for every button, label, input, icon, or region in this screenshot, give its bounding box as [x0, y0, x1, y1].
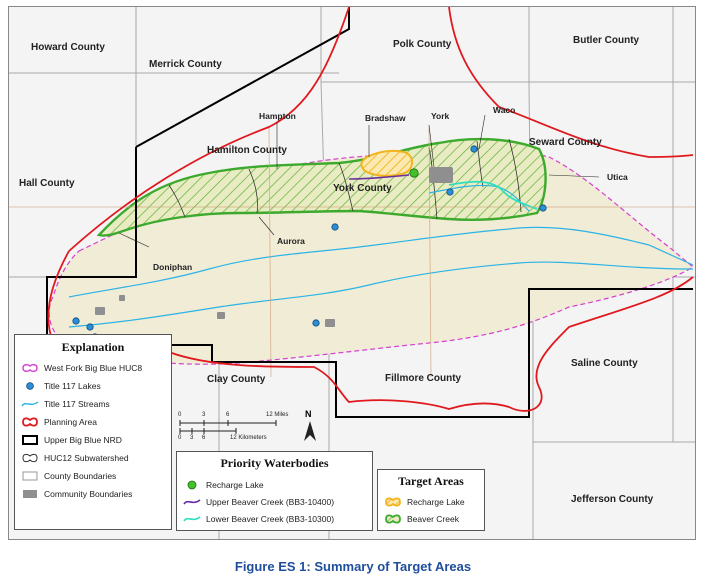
planning-area-swatch-icon — [21, 416, 39, 428]
target-areas-title: Target Areas — [398, 474, 464, 488]
beaver-creek-target-area — [96, 137, 547, 237]
huc12-swatch-icon — [21, 452, 39, 464]
legend-item-nrd: Upper Big Blue NRD — [21, 433, 122, 447]
scale-miles-0: 0 — [178, 412, 182, 418]
scale-bar: 0 3 6 12 Miles 0 3 6 12 Kilometers — [176, 409, 296, 445]
recharge-lake-target-area — [360, 149, 413, 177]
legend-label: County Boundaries — [44, 471, 117, 481]
legend-item-huc12: HUC12 Subwatershed — [21, 451, 129, 465]
recharge-lake-dot-icon — [183, 479, 201, 491]
county-label-york: York County — [333, 183, 392, 194]
legend-label: HUC12 Subwatershed — [44, 453, 129, 463]
town-label-doniphan: Doniphan — [153, 262, 193, 272]
priority-waterbodies-legend: Priority Waterbodies Recharge Lake Upper… — [176, 451, 373, 531]
legend-item-lakes: Title 117 Lakes — [21, 379, 101, 393]
scale-km-3: 3 — [190, 435, 194, 441]
town-label-hampton: Hampton — [259, 111, 296, 121]
ta-item-beaver-creek: Beaver Creek — [384, 511, 459, 527]
scale-bar-graphic — [179, 420, 277, 434]
explanation-legend: Explanation West Fork Big Blue HUC8 Titl… — [14, 334, 172, 530]
town-label-york: York — [431, 111, 450, 121]
pw-item-upper-beaver: Upper Beaver Creek (BB3-10400) — [183, 495, 334, 509]
pw-item-lower-beaver: Lower Beaver Creek (BB3-10300) — [183, 512, 334, 526]
county-swatch-icon — [21, 470, 39, 482]
map-frame: Howard County Merrick County Polk County… — [8, 6, 696, 540]
legend-label: Planning Area — [44, 417, 97, 427]
legend-label: Title 117 Lakes — [44, 381, 101, 391]
county-label-polk: Polk County — [393, 39, 452, 50]
county-label-butler: Butler County — [573, 35, 640, 46]
legend-item-huc8: West Fork Big Blue HUC8 — [21, 361, 142, 375]
town-label-bradshaw: Bradshaw — [365, 113, 406, 123]
county-label-saline: Saline County — [571, 358, 638, 369]
north-arrow-icon — [304, 421, 316, 441]
community-boundaries — [95, 167, 453, 327]
lower-beaver-line-icon — [183, 513, 201, 525]
legend-label: Upper Big Blue NRD — [44, 435, 122, 445]
pw-label: Lower Beaver Creek (BB3-10300) — [206, 514, 335, 524]
town-label-utica: Utica — [607, 172, 628, 182]
legend-label: Title 117 Streams — [44, 399, 110, 409]
callout-lines — [118, 114, 600, 248]
town-label-waco: Waco — [493, 105, 516, 115]
explanation-title: Explanation — [61, 340, 125, 354]
county-label-jefferson: Jefferson County — [571, 494, 654, 505]
pw-label: Recharge Lake — [206, 480, 264, 490]
north-label: N — [305, 409, 312, 419]
lower-beaver-creek-line — [448, 180, 538, 210]
scale-miles-12: 12 Miles — [266, 412, 289, 418]
huc8-swatch-icon — [21, 362, 39, 374]
legend-item-community: Community Boundaries — [21, 487, 132, 501]
legend-item-planning: Planning Area — [21, 415, 97, 429]
north-arrow: N — [301, 409, 319, 443]
ta-label: Recharge Lake — [407, 497, 465, 507]
community-swatch-icon — [21, 488, 39, 500]
scale-km-0: 0 — [178, 435, 182, 441]
map-canvas — [9, 7, 695, 539]
legend-label: West Fork Big Blue HUC8 — [44, 363, 143, 373]
target-areas-legend: Target Areas Recharge Lake Beaver Creek — [377, 469, 485, 531]
pw-label: Upper Beaver Creek (BB3-10400) — [206, 497, 335, 507]
scale-miles-6: 6 — [226, 412, 230, 418]
town-label-aurora: Aurora — [277, 236, 305, 246]
priority-waterbodies-title: Priority Waterbodies — [220, 456, 329, 470]
county-label-howard: Howard County — [31, 42, 105, 53]
scale-km-12: 12 Kilometers — [230, 435, 267, 441]
beaver-target-swatch-icon — [384, 513, 402, 525]
recharge-target-swatch-icon — [384, 496, 402, 508]
county-label-clay: Clay County — [207, 374, 266, 385]
ta-label: Beaver Creek — [407, 514, 459, 524]
stream-line-icon — [21, 398, 39, 410]
county-label-fillmore: Fillmore County — [385, 373, 462, 384]
lake-dot-icon — [21, 380, 39, 392]
county-label-seward: Seward County — [529, 137, 602, 148]
legend-item-streams: Title 117 Streams — [21, 397, 110, 411]
pw-item-recharge-lake: Recharge Lake — [183, 478, 264, 492]
county-label-hall: Hall County — [19, 178, 75, 189]
ta-item-recharge-lake: Recharge Lake — [384, 494, 465, 510]
recharge-lake-point — [409, 168, 419, 178]
figure-caption: Figure ES 1: Summary of Target Areas — [234, 559, 472, 574]
upper-beaver-line-icon — [183, 496, 201, 508]
scale-miles-3: 3 — [202, 412, 206, 418]
legend-item-county: County Boundaries — [21, 469, 116, 483]
upper-beaver-creek-line — [348, 174, 410, 180]
scale-km-6: 6 — [202, 435, 206, 441]
legend-label: Community Boundaries — [44, 489, 133, 499]
county-label-hamilton: Hamilton County — [207, 145, 287, 156]
county-label-merrick: Merrick County — [149, 59, 222, 70]
nrd-swatch-icon — [21, 434, 39, 446]
